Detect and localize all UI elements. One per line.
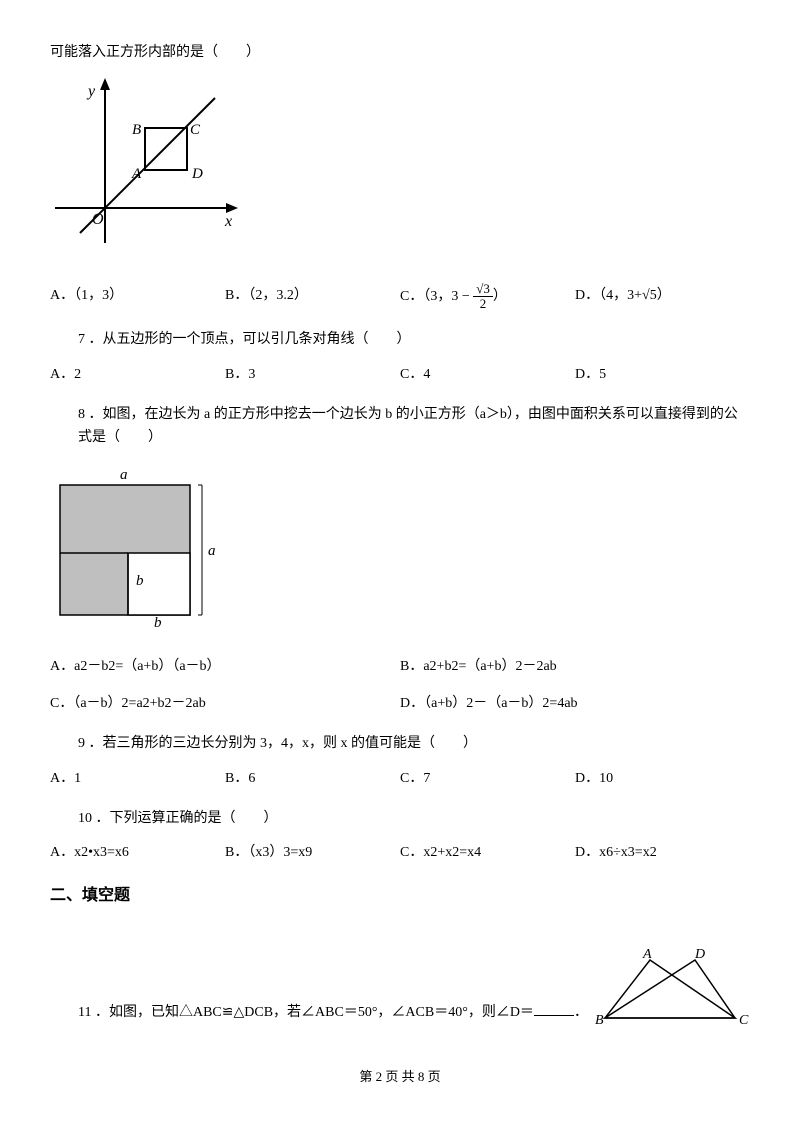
q7-opt-B: B．3 bbox=[225, 364, 400, 386]
q8-opt-A: A．a2－b2=（a+b）（a－b） bbox=[50, 656, 400, 678]
q9-opt-A: A．1 bbox=[50, 768, 225, 790]
q6-C-num: √3 bbox=[473, 282, 493, 297]
axis-y-label: y bbox=[86, 83, 96, 100]
label-b-inner: b bbox=[136, 573, 144, 589]
q6-options: A．（1，3） B．（2，3.2） C．（3，3 − √32） D．（4，3+√… bbox=[50, 282, 750, 312]
figure-squares-ab: a a b b bbox=[50, 463, 750, 636]
q10-text: 10 ．下列运算正确的是（ ） bbox=[78, 808, 750, 830]
q8-opt-D: D．（a+b）2－（a－b）2=4ab bbox=[400, 693, 750, 715]
q6-C-suffix: ） bbox=[493, 289, 507, 304]
q11-row: 11 ．如图，已知△ABC≌△DCB，若∠ABC＝50°，∠ACB＝40°，则∠… bbox=[50, 948, 750, 1036]
q7-opt-C: C．4 bbox=[400, 364, 575, 386]
page-footer: 第 2 页 共 8 页 bbox=[50, 1067, 750, 1088]
q6-D-sqrt: √5 bbox=[642, 288, 657, 303]
pt-C: C bbox=[739, 1013, 749, 1028]
q6-C-den: 2 bbox=[473, 297, 493, 311]
label-a-right: a bbox=[208, 543, 216, 559]
q10-options: A．x2•x3=x6 B．（x3）3=x9 C．x2+x2=x4 D．x6÷x3… bbox=[50, 842, 750, 864]
figure-triangles-abcd: A D B C bbox=[595, 948, 750, 1036]
pt-D: D bbox=[694, 948, 705, 962]
q7-opt-A: A．2 bbox=[50, 364, 225, 386]
fill-blank bbox=[534, 1001, 574, 1016]
q6-opt-B: B．（2，3.2） bbox=[225, 285, 400, 307]
q9-opt-D: D．10 bbox=[575, 768, 750, 790]
q6-opt-A: A．（1，3） bbox=[50, 285, 225, 307]
q10-opt-A: A．x2•x3=x6 bbox=[50, 842, 225, 864]
figure-coordinate-square: y x O B C A D bbox=[50, 78, 750, 261]
q7-options: A．2 B．3 C．4 D．5 bbox=[50, 364, 750, 386]
q9-opt-C: C．7 bbox=[400, 768, 575, 790]
q9-opt-B: B．6 bbox=[225, 768, 400, 790]
q-intro: 可能落入正方形内部的是（ ） bbox=[50, 42, 750, 64]
q9-options: A．1 B．6 C．7 D．10 bbox=[50, 768, 750, 790]
q10-opt-D: D．x6÷x3=x2 bbox=[575, 842, 750, 864]
label-b-bottom: b bbox=[154, 615, 162, 628]
point-D: D bbox=[191, 166, 203, 182]
q8-opt-C: C．（a－b）2=a2+b2－2ab bbox=[50, 693, 400, 715]
q8-text: 8 ．如图，在边长为 a 的正方形中挖去一个边长为 b 的小正方形（a＞b），由… bbox=[78, 404, 750, 449]
point-B: B bbox=[132, 122, 141, 138]
q6-C-prefix: C．（3，3 − bbox=[400, 289, 473, 304]
q6-D-prefix: D．（4，3+ bbox=[575, 288, 642, 303]
q10-opt-B: B．（x3）3=x9 bbox=[225, 842, 400, 864]
point-C: C bbox=[190, 122, 201, 138]
q11-text: 11 ．如图，已知△ABC≌△DCB，若∠ABC＝50°，∠ACB＝40°，则∠… bbox=[78, 1005, 534, 1020]
label-a-top: a bbox=[120, 467, 128, 483]
q7-text: 7 ．从五边形的一个顶点，可以引几条对角线（ ） bbox=[78, 329, 750, 351]
origin-label: O bbox=[92, 211, 104, 228]
point-A: A bbox=[131, 166, 142, 182]
q6-D-suffix: ） bbox=[657, 288, 671, 303]
q6-opt-D: D．（4，3+√5） bbox=[575, 285, 750, 307]
axis-x-label: x bbox=[224, 213, 232, 230]
q7-opt-D: D．5 bbox=[575, 364, 750, 386]
pt-A: A bbox=[642, 948, 652, 962]
q9-text: 9 ．若三角形的三边长分别为 3，4，x，则 x 的值可能是（ ） bbox=[78, 733, 750, 755]
q10-opt-C: C．x2+x2=x4 bbox=[400, 842, 575, 864]
q6-opt-C: C．（3，3 − √32） bbox=[400, 282, 575, 312]
q8-options: A．a2－b2=（a+b）（a－b） B．a2+b2=（a+b）2－2ab C．… bbox=[50, 656, 750, 715]
section-2-heading: 二、填空题 bbox=[50, 883, 750, 909]
q11-tail: ． bbox=[574, 1005, 588, 1020]
pt-B: B bbox=[595, 1013, 604, 1028]
q8-opt-B: B．a2+b2=（a+b）2－2ab bbox=[400, 656, 750, 678]
